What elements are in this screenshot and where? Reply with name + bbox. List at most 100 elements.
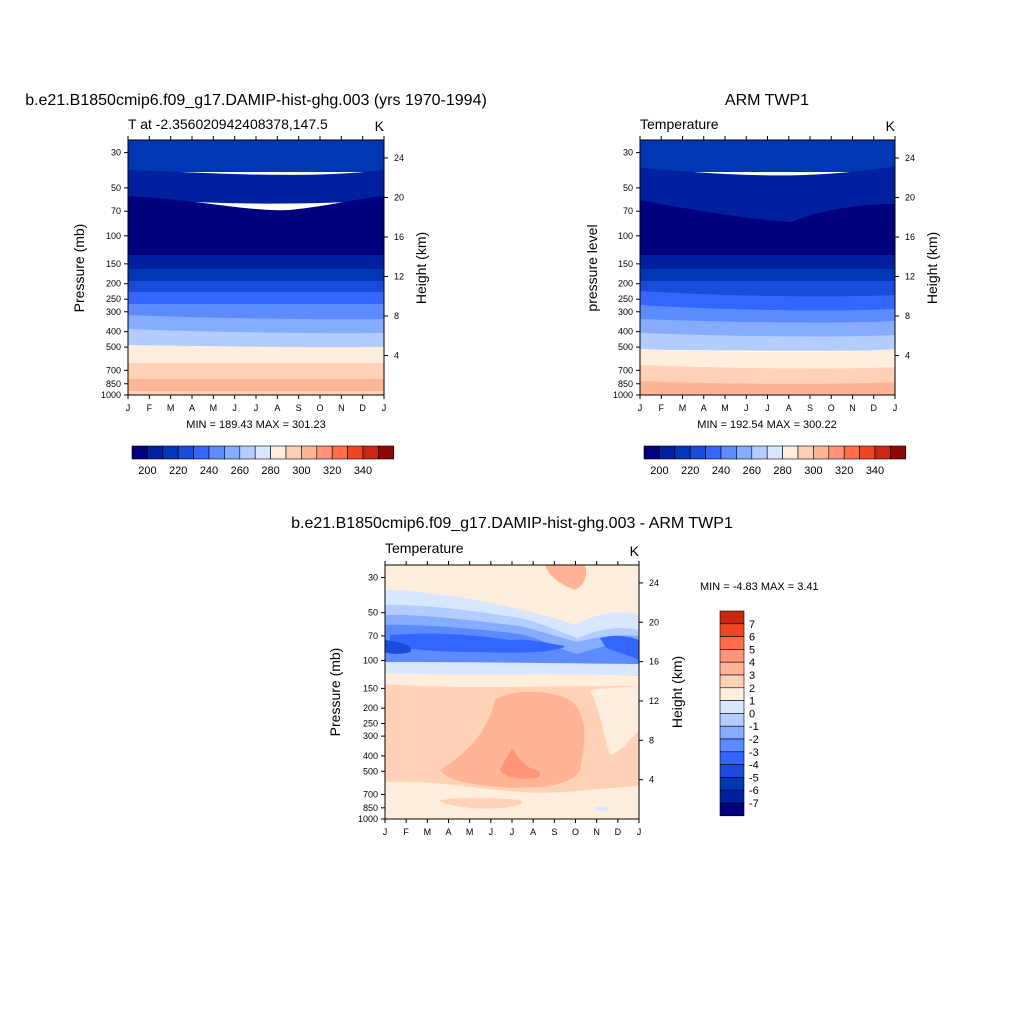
colorbar-cell	[766, 445, 783, 460]
y-tick-label: 400	[106, 327, 121, 337]
colorbar-label: 2	[749, 683, 755, 695]
x-tick-label: M	[466, 827, 474, 837]
colorbar-cell	[285, 445, 302, 460]
colorbar-cell	[301, 445, 318, 460]
colorbar-cell	[131, 445, 148, 460]
y-tick-label: 300	[618, 307, 633, 317]
colorbar-cell	[736, 445, 753, 460]
y-tick-label: 250	[106, 294, 121, 304]
x-tick-label: J	[489, 827, 494, 837]
y-tick-label: 700	[106, 365, 121, 375]
x-tick-label: J	[744, 403, 749, 413]
panel-model-title: b.e21.B1850cmip6.f09_g17.DAMIP-hist-ghg.…	[25, 92, 487, 109]
colorbar-label: 1	[749, 696, 755, 708]
y-tick-label: 100	[618, 231, 633, 241]
colorbar-label: 4	[749, 657, 755, 669]
band	[440, 797, 522, 809]
y-tick-label: 100	[363, 655, 378, 665]
colorbar-cell	[705, 445, 722, 460]
colorbar-cell	[719, 738, 745, 753]
y-right-tick-label: 20	[649, 617, 659, 627]
x-tick-label: A	[189, 403, 195, 413]
colorbar-label: 240	[200, 465, 218, 477]
x-tick-label: J	[638, 403, 643, 413]
colorbar-cell	[719, 610, 745, 625]
colorbar-cell	[719, 764, 745, 778]
colorbar-cell	[719, 700, 745, 714]
panel-obs-ylabel-right: Height (km)	[924, 232, 940, 304]
colorbar-label: 300	[292, 465, 310, 477]
y-tick-label: 100	[106, 231, 121, 241]
band	[128, 363, 384, 380]
colorbar-label: 7	[749, 619, 755, 631]
band	[640, 291, 895, 311]
panel-diff-field	[385, 565, 639, 819]
x-tick-label: S	[296, 403, 302, 413]
y-right-tick-label: 20	[394, 192, 404, 202]
band	[640, 349, 895, 369]
band	[128, 345, 384, 364]
x-tick-label: J	[254, 403, 259, 413]
x-tick-label: O	[572, 827, 579, 837]
y-tick-label: 850	[363, 803, 378, 813]
colorbar-cell	[719, 649, 745, 663]
band	[640, 140, 895, 172]
colorbar-cell	[720, 445, 737, 460]
colorbar-cell	[782, 445, 799, 460]
colorbar-cell	[147, 445, 164, 460]
y-right-tick-label: 24	[394, 153, 404, 163]
band	[640, 319, 895, 337]
y-tick-label: 70	[368, 631, 378, 641]
band	[128, 170, 384, 204]
x-tick-label: M	[679, 403, 687, 413]
x-tick-label: J	[383, 827, 388, 837]
colorbar-cell	[719, 751, 745, 765]
panel-model-stats: MIN = 189.43 MAX = 301.23	[186, 419, 325, 431]
y-tick-label: 400	[618, 327, 633, 337]
x-tick-label: A	[445, 827, 451, 837]
x-tick-label: S	[551, 827, 557, 837]
y-right-tick-label: 8	[394, 311, 399, 321]
colorbar-cell	[719, 789, 745, 804]
y-right-tick-label: 24	[905, 153, 915, 163]
band	[440, 691, 585, 788]
colorbar-cell	[859, 445, 876, 460]
x-tick-label: J	[765, 403, 770, 413]
band	[640, 255, 895, 270]
colorbar-cell	[193, 445, 210, 460]
band	[128, 196, 384, 256]
band	[594, 806, 610, 811]
panel-obs-colorbar: 200 220 240 260 280 300 320 340	[643, 445, 907, 477]
panel-model-field	[128, 140, 384, 395]
colorbar-label: 200	[138, 465, 156, 477]
band	[128, 379, 384, 392]
band	[640, 365, 895, 385]
panel-diff-ylabel: Pressure (mb)	[327, 648, 343, 737]
colorbar-cell	[208, 445, 225, 460]
band	[640, 333, 895, 351]
band	[640, 305, 895, 323]
panel-diff-stats: MIN = -4.83 MAX = 3.41	[700, 581, 819, 593]
colorbar-cell	[719, 636, 745, 650]
colorbar-cell	[751, 445, 768, 460]
colorbar-cell	[719, 802, 745, 817]
y-right-tick-label: 16	[649, 657, 659, 667]
panel-diff-units: K	[630, 543, 640, 559]
y-right-tick-label: 4	[905, 350, 910, 360]
colorbar-label: -6	[749, 785, 759, 797]
colorbar-label: -7	[749, 798, 759, 810]
y-tick-label: 30	[623, 148, 633, 158]
band	[600, 635, 639, 660]
panel-obs-title: ARM TWP1	[725, 92, 809, 109]
y-tick-label: 700	[363, 789, 378, 799]
x-tick-label: A	[701, 403, 707, 413]
colorbar-cell	[828, 445, 845, 460]
panel-diff: b.e21.B1850cmip6.f09_g17.DAMIP-hist-ghg.…	[291, 515, 818, 837]
panel-obs-field	[640, 140, 895, 395]
colorbar-cell	[719, 687, 745, 701]
x-tick-label: A	[786, 403, 792, 413]
x-tick-label: D	[615, 827, 622, 837]
colorbar-cell	[224, 445, 241, 460]
colorbar-cell	[362, 445, 379, 460]
x-tick-label: J	[382, 403, 387, 413]
